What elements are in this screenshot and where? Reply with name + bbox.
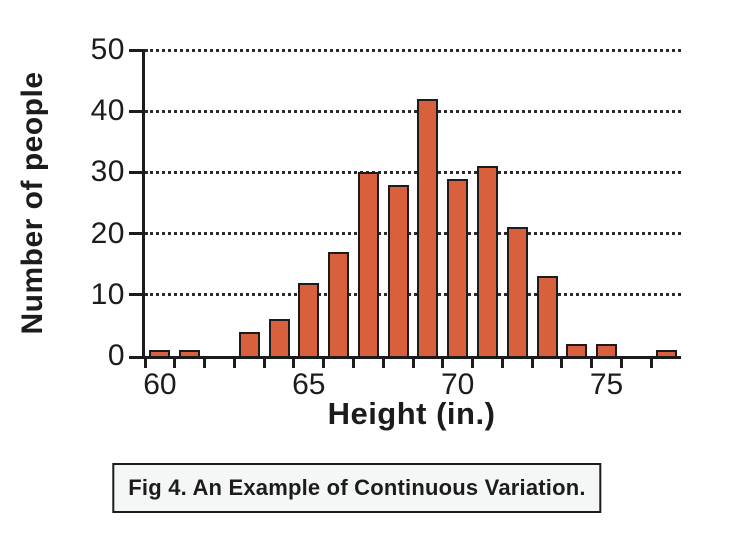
y-tick-label-40: 40 (90, 94, 125, 128)
bar-61 (179, 349, 201, 356)
y-tick-label-10: 10 (90, 277, 125, 311)
gridline-50 (145, 48, 681, 52)
x-tick-boundary-13 (530, 359, 534, 368)
y-tick-label-0: 0 (107, 339, 125, 372)
bar-74 (566, 343, 588, 356)
gridline-10 (145, 293, 681, 297)
bar-60 (149, 349, 171, 356)
x-axis-title: Height (in.) (327, 396, 496, 431)
x-tick-boundary-11 (471, 359, 475, 368)
bar-75 (596, 343, 618, 356)
bar-69 (417, 98, 439, 356)
y-tick-label-50: 50 (90, 33, 125, 66)
plot-area: 0 10 20 30 40 50 60 65 70 75 (91, 35, 681, 400)
bar-65 (298, 282, 320, 356)
x-tick-boundary-14 (560, 359, 564, 368)
figure-caption: Fig 4. An Example of Continuous Variatio… (128, 475, 586, 500)
x-tick-boundary-10 (441, 359, 445, 368)
x-tick-boundary-15 (590, 359, 594, 368)
gridline-30 (145, 170, 681, 174)
x-tick-label-70: 70 (440, 368, 475, 401)
bar-64 (268, 319, 290, 356)
x-tick-boundary-16 (619, 359, 623, 368)
x-tick-boundary-6 (322, 359, 326, 368)
y-tick-label-20: 20 (90, 216, 125, 250)
y-tick-10 (129, 293, 145, 297)
y-tick-0 (129, 356, 145, 359)
x-tick-boundary-8 (381, 359, 385, 368)
bar-73 (536, 276, 558, 356)
bar-66 (328, 251, 350, 356)
x-tick-label-65: 65 (292, 368, 326, 401)
x-tick-boundary-7 (351, 359, 355, 368)
x-tick-label-75: 75 (589, 368, 624, 401)
x-tick-boundary-3 (232, 359, 236, 368)
figure-caption-box: Fig 4. An Example of Continuous Variatio… (112, 463, 602, 513)
gridline-40 (145, 109, 681, 113)
x-tick-boundary-0 (143, 359, 147, 368)
x-tick-boundary-12 (500, 359, 504, 368)
gridline-20 (145, 232, 681, 236)
bar-67 (357, 172, 379, 356)
x-tick-boundary-1 (173, 359, 177, 368)
x-tick-boundary-4 (262, 359, 266, 368)
y-tick-30 (129, 170, 145, 174)
bar-70 (447, 178, 469, 356)
bar-63 (238, 331, 260, 356)
bar-72 (506, 227, 528, 356)
y-tick-label-30: 30 (90, 155, 125, 189)
x-tick-label-60: 60 (143, 368, 177, 401)
y-tick-50 (129, 48, 145, 52)
x-tick-boundary-9 (411, 359, 415, 368)
y-tick-40 (129, 109, 145, 113)
x-tick-boundary-17 (649, 359, 653, 368)
x-tick-boundary-2 (203, 359, 207, 368)
bar-77 (655, 349, 677, 356)
bar-68 (387, 184, 409, 356)
bar-71 (476, 166, 498, 356)
x-tick-boundary-5 (292, 359, 296, 368)
y-tick-20 (129, 232, 145, 236)
y-axis-title: Number of people (16, 71, 49, 335)
